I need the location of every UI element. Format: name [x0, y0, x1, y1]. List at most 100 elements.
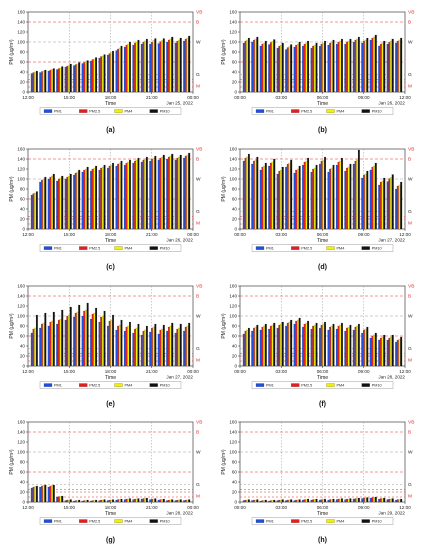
bar-pm10	[256, 324, 259, 367]
bar-pm25	[134, 328, 136, 367]
bar-pm1	[386, 499, 389, 503]
bar-pm4	[330, 41, 333, 93]
bar-pm4	[305, 499, 308, 503]
bar-pm4	[186, 499, 189, 503]
bar-pm25	[74, 64, 77, 93]
bar-pm1	[327, 44, 330, 93]
bar-pm10	[290, 499, 293, 503]
bar-pm4	[42, 322, 45, 367]
bar-pm10	[400, 336, 403, 367]
bar-pm25	[167, 326, 170, 367]
bar-pm25	[278, 324, 281, 367]
bar-pm1	[268, 328, 271, 367]
x-tick-label: 00:00	[187, 505, 199, 510]
x-tick-label: 12:00	[22, 95, 34, 100]
legend-label: PM10	[372, 247, 382, 251]
bar-pm10	[264, 499, 267, 503]
threshold-label-vb: VB	[196, 147, 202, 153]
bar-pm10	[112, 50, 114, 93]
bar-pm1	[140, 43, 143, 93]
x-tick-label: 18:00	[105, 369, 117, 374]
bar-pm25	[295, 499, 298, 503]
bar-pm1	[395, 42, 398, 93]
legend-label: PM10	[160, 247, 170, 251]
bar-pm1	[39, 327, 42, 367]
bar-pm25	[379, 337, 382, 367]
bar-pm1	[140, 161, 143, 230]
bar-pm4	[135, 41, 138, 93]
chart-panel-f: 0 20 40 60 80 100 120 140 160 00:00 03:00 06:00 09:0…	[221, 284, 414, 408]
bar-pm4	[398, 184, 401, 230]
bar-pm1	[361, 498, 364, 503]
bar-pm4	[135, 498, 138, 503]
bar-pm25	[278, 499, 281, 503]
chart-panel-c: 0 20 40 60 80 100 120 140 160 12:00 15:00 18:00 21:0…	[9, 147, 202, 271]
bar-pm10	[298, 165, 301, 230]
bar-pm25	[379, 43, 382, 93]
bar-pm25	[320, 43, 323, 93]
bar-pm25	[312, 325, 315, 367]
bar-pm25	[159, 329, 162, 367]
bar-pm25	[253, 39, 255, 93]
threshold-label-b: B	[196, 157, 199, 163]
legend-swatch-pm10	[361, 246, 370, 250]
legend-label: PM1	[54, 110, 62, 114]
bar-pm25	[91, 168, 94, 230]
bar-pm25	[57, 68, 60, 93]
bar-pm25	[176, 328, 179, 367]
bar-pm10	[171, 153, 174, 230]
bar-pm25	[354, 39, 357, 93]
bar-pm1	[183, 40, 186, 93]
bar-pm10	[188, 499, 191, 503]
bar-pm1	[335, 328, 338, 367]
bar-pm10	[341, 38, 343, 93]
bar-pm25	[117, 163, 120, 230]
bar-pm4	[288, 499, 291, 503]
threshold-label-vb: VB	[196, 284, 202, 290]
bar-pm1	[149, 499, 152, 503]
bar-pm1	[310, 171, 313, 230]
bar-pm4	[381, 498, 384, 503]
bar-pm25	[100, 316, 103, 367]
bar-pm4	[280, 169, 282, 230]
bar-pm1	[395, 341, 398, 367]
y-tick-label: 40	[232, 70, 238, 75]
x-axis-label: Time	[105, 101, 116, 107]
bar-pm10	[171, 499, 174, 503]
bar-pm25	[91, 313, 94, 367]
bar-pm4	[51, 175, 54, 230]
y-tick-label: 0	[22, 90, 25, 95]
x-tick-label: 12:00	[399, 369, 411, 374]
x-tick-label: 18:00	[105, 95, 117, 100]
bar-pm1	[327, 329, 330, 367]
bar-pm10	[145, 325, 148, 367]
bar-pm1	[344, 170, 347, 230]
bar-pm4	[144, 498, 147, 503]
y-axis-label: PM (μg/m³)	[9, 313, 15, 338]
bar-pm1	[64, 500, 67, 503]
bar-pm25	[261, 166, 264, 230]
bar-pm1	[73, 65, 76, 93]
bar-pm10	[357, 36, 360, 93]
bar-pm10	[78, 499, 81, 503]
bar-pm10	[137, 39, 140, 93]
y-tick-label: 40	[232, 480, 238, 485]
bar-pm10	[298, 317, 301, 367]
bar-pm1	[268, 44, 271, 93]
bar-pm4	[246, 39, 249, 93]
x-tick-label: 09:00	[358, 369, 370, 374]
bar-pm10	[264, 162, 267, 230]
y-tick-label: 100	[229, 177, 237, 182]
x-axis-label: Time	[317, 238, 328, 244]
bar-pm25	[125, 44, 128, 93]
bar-pm4	[322, 42, 325, 93]
bar-pm25	[286, 499, 289, 503]
x-tick-label: 18:00	[105, 505, 117, 510]
y-tick-label: 40	[20, 70, 26, 75]
legend-label: PM2.5	[301, 520, 312, 524]
chart-panel-e: 0 20 40 60 80 100 120 140 160 12:00 15:00 18:00 21:0…	[9, 284, 202, 408]
bar-pm4	[330, 167, 333, 230]
bar-pm25	[142, 159, 145, 230]
bar-pm10	[162, 324, 165, 367]
